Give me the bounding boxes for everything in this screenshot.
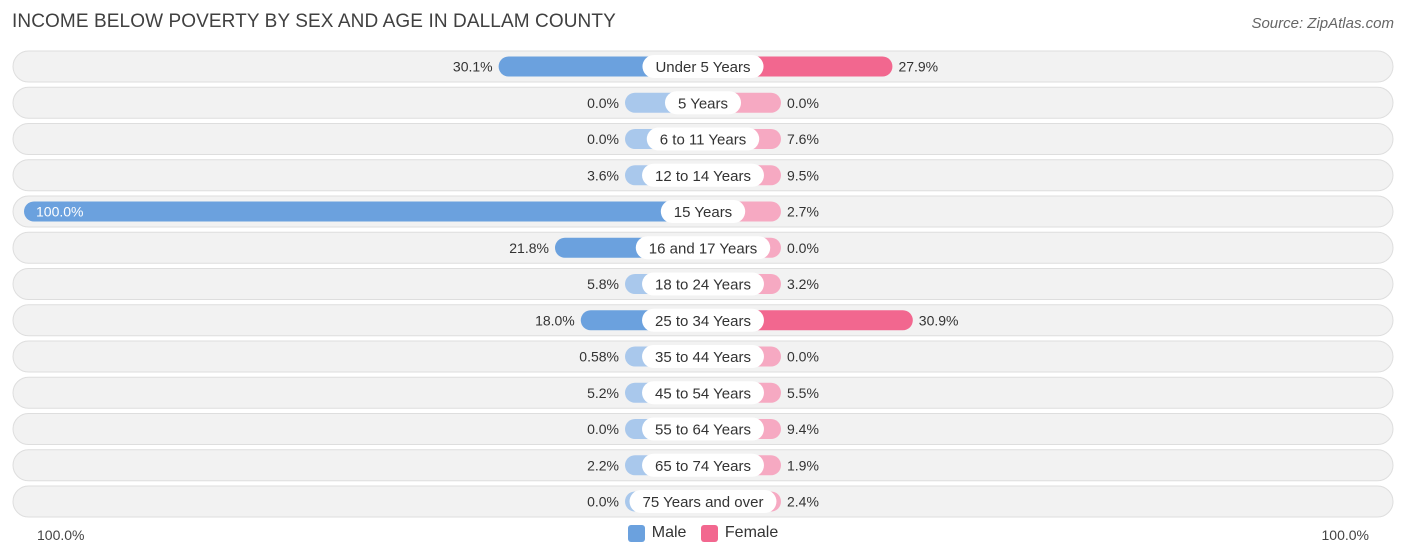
value-label-female: 0.0% xyxy=(787,95,819,111)
category-label: 65 to 74 Years xyxy=(655,458,751,475)
category-label: 12 to 14 Years xyxy=(655,168,751,185)
chart-title: INCOME BELOW POVERTY BY SEX AND AGE IN D… xyxy=(12,11,616,32)
category-pill xyxy=(642,308,764,332)
legend-item-male[interactable]: Male xyxy=(627,524,687,542)
category-pill xyxy=(664,91,742,115)
category-label: 15 Years xyxy=(674,204,732,221)
category-label: 5 Years xyxy=(678,95,728,112)
axis-right-label: 100.0% xyxy=(1321,527,1369,543)
category-pill xyxy=(642,55,764,78)
category-label: 18 to 24 Years xyxy=(655,277,751,294)
value-label-male: 0.58% xyxy=(579,349,619,365)
value-label-male: 0.0% xyxy=(587,421,619,437)
value-label-female: 0.0% xyxy=(787,349,819,365)
bar-male xyxy=(24,201,703,222)
value-label-male: 0.0% xyxy=(587,95,619,111)
source-label: Source: ZipAtlas.com xyxy=(1251,15,1394,32)
value-label-male: 3.6% xyxy=(587,167,619,183)
value-label-female: 3.2% xyxy=(787,276,819,292)
value-label-male: 2.2% xyxy=(587,457,619,473)
value-label-female: 2.4% xyxy=(787,494,819,510)
category-pill xyxy=(642,453,764,477)
value-label-female: 7.6% xyxy=(787,131,819,147)
legend-swatch-female xyxy=(700,524,718,542)
value-label-female: 9.5% xyxy=(787,167,819,183)
value-label-female: 27.9% xyxy=(898,59,938,75)
category-label: 35 to 44 Years xyxy=(655,349,751,366)
category-pill xyxy=(642,345,764,368)
category-pill xyxy=(646,127,760,151)
value-label-male: 100.0% xyxy=(36,204,83,220)
value-label-male: 0.0% xyxy=(587,131,619,147)
category-label: 6 to 11 Years xyxy=(660,132,746,149)
value-label-male: 18.0% xyxy=(535,312,575,328)
value-label-male: 21.8% xyxy=(509,240,549,256)
category-label: 25 to 34 Years xyxy=(655,313,751,330)
category-label: 16 and 17 Years xyxy=(649,240,757,257)
value-label-female: 9.4% xyxy=(787,421,819,437)
value-label-female: 5.5% xyxy=(787,385,819,401)
value-label-female: 30.9% xyxy=(919,312,959,328)
value-label-male: 5.8% xyxy=(587,276,619,292)
category-pill xyxy=(660,200,746,223)
chart-svg: 30.1% 27.9% Under 5 Years 0.0% 0.0% 5 Years 0.… xyxy=(12,50,1394,518)
category-label: Under 5 Years xyxy=(655,59,750,76)
value-label-female: 2.7% xyxy=(787,204,819,220)
value-label-female: 1.9% xyxy=(787,457,819,473)
category-pill xyxy=(629,490,777,513)
category-pill xyxy=(642,163,764,187)
value-label-male: 0.0% xyxy=(587,494,619,510)
category-pill xyxy=(642,417,764,441)
category-pill xyxy=(642,272,764,296)
category-label: 55 to 64 Years xyxy=(655,422,751,439)
axis-left-label: 100.0% xyxy=(37,527,85,543)
value-label-male: 30.1% xyxy=(453,59,493,75)
category-pill xyxy=(635,236,771,260)
legend: Male Female xyxy=(0,524,1406,547)
value-label-male: 5.2% xyxy=(587,385,619,401)
legend-label-male: Male xyxy=(651,524,687,541)
category-pill xyxy=(642,381,764,405)
value-label-female: 0.0% xyxy=(787,240,819,256)
legend-item-female[interactable]: Female xyxy=(700,524,779,542)
category-label: 45 to 54 Years xyxy=(655,385,751,402)
category-label: 75 Years and over xyxy=(643,494,764,511)
legend-swatch-male xyxy=(627,524,645,542)
legend-label-female: Female xyxy=(724,524,779,541)
